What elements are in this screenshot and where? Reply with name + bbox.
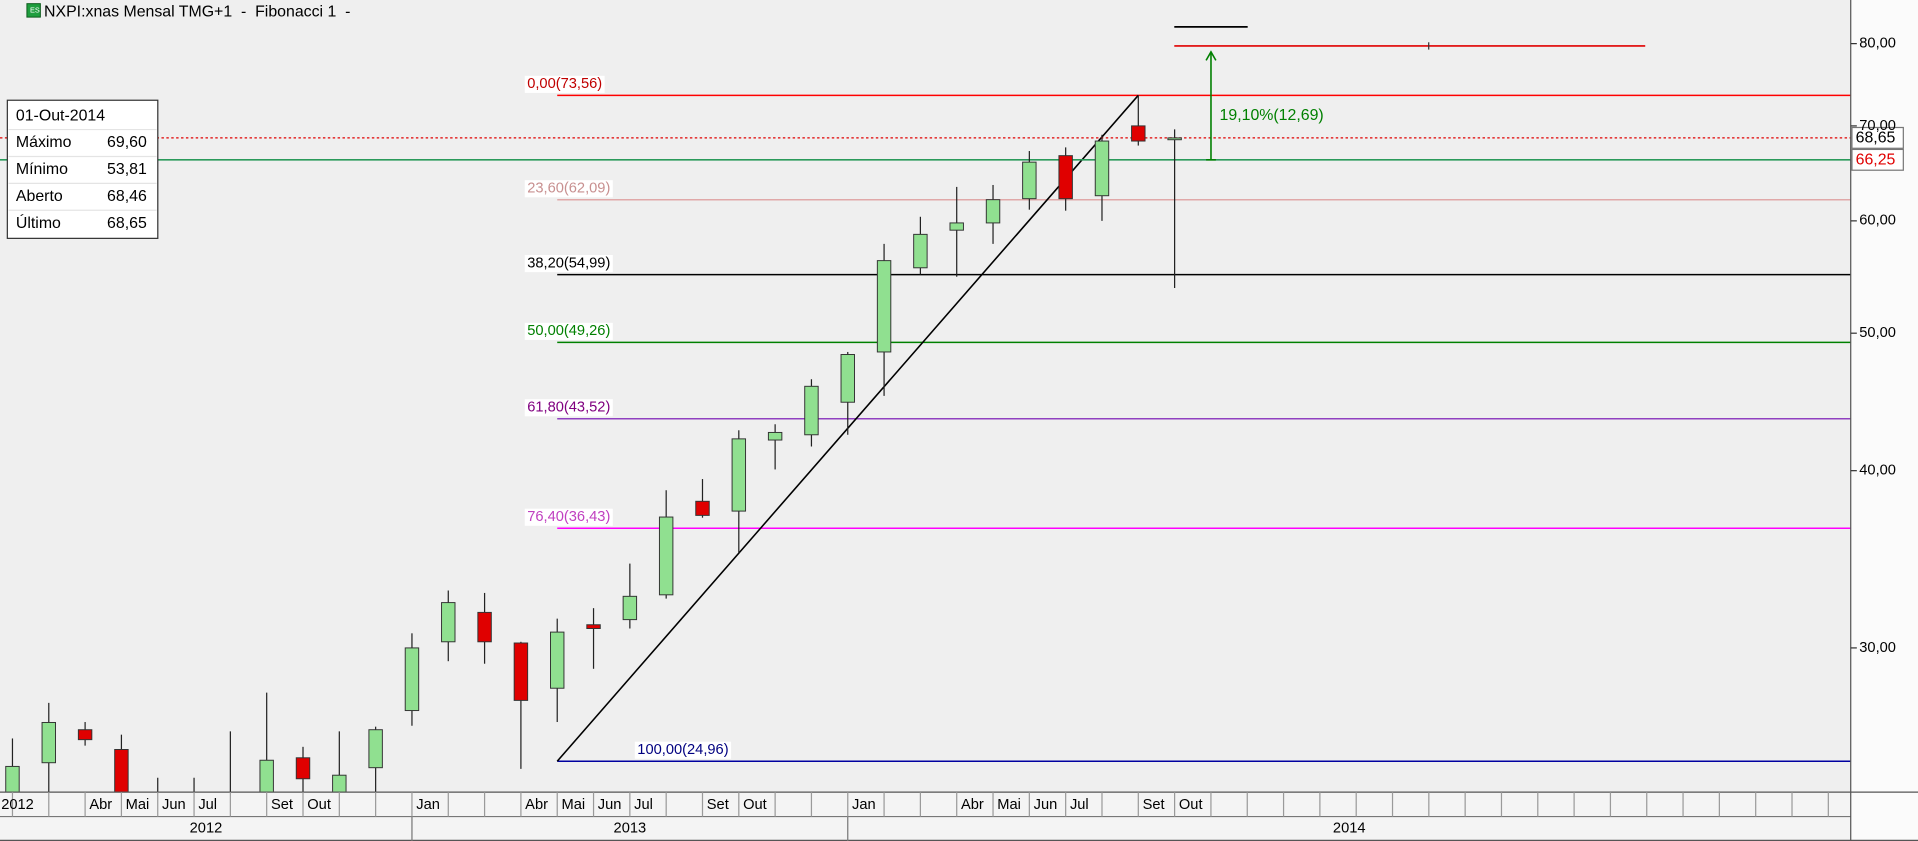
chart-title: NXPI:xnas Mensal TMG+1 - Fibonacci 1 - [44,3,350,20]
fib-label-bg [524,180,613,198]
info-label: Último [16,213,61,232]
overlay: 68,65 66,25 [1851,126,1904,171]
x-tick-label: Set [1143,797,1165,813]
info-value: 68,65 [107,215,147,232]
title-icon-glyph: ES [30,6,40,15]
fib-label-bg [524,255,613,273]
x-tick-label: Abr [89,797,112,813]
plot-area: 0,00(73,56) 23,60(62,09) 38,20(54,99) 50,00… [0,26,1851,793]
candle-body [404,647,420,712]
year-label: 2012 [190,821,223,837]
fib-label: 23,60(62,09) [527,181,610,197]
fib-label-bg [524,399,613,417]
candle-body [1167,137,1182,141]
measure-label: 19,10%(12,69) [1220,107,1324,124]
candle-body [949,222,964,231]
candle-body [876,260,892,353]
fib-label-bg [524,322,613,340]
candle-body [513,642,529,701]
fib-label-bg [634,741,732,759]
candle-body [332,774,347,793]
candle-body [913,233,928,269]
fib-label: 76,40(36,43) [527,509,610,525]
candle-body [77,729,93,741]
year-label: 2013 [614,821,647,837]
x-tick-label: Out [743,797,767,813]
candle-body [477,611,492,643]
x-tick-label: Jan [852,797,876,813]
candle-body [731,438,747,512]
x-tick-label: Out [1179,797,1203,813]
candle-body [368,729,383,769]
x-tick-label: Mai [562,797,586,813]
info-value: 68,46 [107,188,147,205]
fib-label-bg [524,75,605,93]
candle-body [985,199,1001,224]
candle-body [1022,161,1037,200]
candle-body [41,721,56,764]
candle-body [658,516,674,596]
x-tick-label: Abr [961,797,984,813]
info-date: 01-Out-2014 [16,107,105,124]
candle-body [1131,125,1146,142]
candle-body [1094,140,1110,197]
x-tick-label: Set [271,797,293,813]
info-box: 01-Out-2014 Máximo 69,60 Mínimo 53,81 Aberto… [6,99,159,239]
x-tick-label: Out [307,797,331,813]
candle-body [259,759,274,793]
y-tick-label: 40,00 [1859,463,1896,479]
x-tick-label: Jul [634,797,653,813]
plot-background [0,0,1851,793]
fib-label: 38,20(54,99) [527,255,610,271]
x-tick-label: Mai [126,797,150,813]
candle-body [804,385,819,436]
info-value: 53,81 [107,161,147,178]
candle-body [586,624,601,629]
candle-body [767,431,783,441]
price-box [1851,148,1904,171]
fib-label: 100,00(24,96) [637,742,728,758]
fib-label: 50,00(49,26) [527,323,610,339]
candle-body [550,631,565,689]
price-box-label: 68,65 [1856,130,1896,147]
x-tick-label: Jan [416,797,440,813]
fib-label-bg [524,508,613,526]
info-value: 69,60 [107,134,147,151]
fib-label: 0,00(73,56) [527,76,602,92]
candle-body [695,500,710,516]
year-label: 2014 [1333,821,1366,837]
x-tick-label: Abr [525,797,548,813]
candle-body [114,749,129,793]
info-frame [6,99,159,239]
title-icon [26,3,41,18]
x-tick-label: Mai [997,797,1021,813]
y-tick-label: 60,00 [1859,213,1896,229]
x-tick-label: Jun [1034,797,1058,813]
candle-body [295,757,311,780]
candle-body [622,595,638,621]
candle-body [5,765,20,793]
y-tick-label: 80,00 [1859,36,1896,52]
x-tick-label: Set [707,797,729,813]
x-tick-label: 2012 [1,797,34,813]
price-box-label: 66,25 [1856,152,1896,169]
candle-body [1058,155,1073,200]
x-tick-label: Jul [198,797,217,813]
candle-body [441,602,456,643]
y-tick-label: 50,00 [1859,325,1896,341]
x-tick-label: Jul [1070,797,1089,813]
x-tick-label: Jun [598,797,622,813]
info-label: Aberto [16,188,63,205]
price-box [1851,126,1904,149]
info-label: Máximo [16,134,72,151]
x-tick-label: Jun [162,797,186,813]
fib-label: 61,80(43,52) [527,400,610,416]
candle-body [840,354,855,403]
measure-arrowhead [1205,50,1217,61]
info-label: Mínimo [16,161,68,178]
y-tick-label: 70,00 [1859,118,1896,134]
y-tick-label: 30,00 [1859,640,1896,656]
